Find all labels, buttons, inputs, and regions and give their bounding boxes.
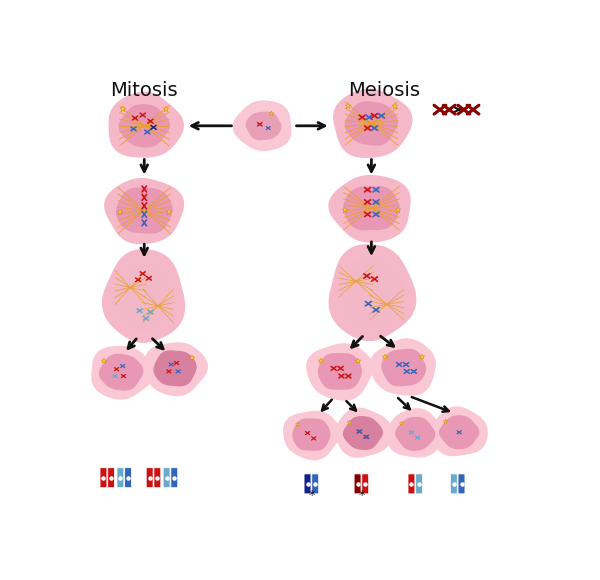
Polygon shape: [109, 92, 183, 157]
FancyBboxPatch shape: [408, 474, 415, 494]
FancyBboxPatch shape: [312, 474, 319, 494]
FancyBboxPatch shape: [107, 467, 115, 488]
Polygon shape: [337, 257, 406, 329]
Text: Meiosis: Meiosis: [349, 81, 421, 100]
FancyBboxPatch shape: [362, 474, 369, 494]
Polygon shape: [344, 417, 382, 450]
Polygon shape: [116, 188, 172, 233]
Polygon shape: [319, 354, 361, 389]
Polygon shape: [92, 347, 154, 399]
Text: Mitosis: Mitosis: [110, 81, 178, 100]
Polygon shape: [293, 419, 329, 450]
FancyBboxPatch shape: [416, 474, 422, 494]
Polygon shape: [388, 409, 444, 457]
Text: *: *: [359, 490, 365, 502]
Polygon shape: [119, 105, 169, 147]
FancyBboxPatch shape: [304, 474, 311, 494]
FancyBboxPatch shape: [154, 467, 161, 488]
Polygon shape: [247, 112, 281, 140]
FancyBboxPatch shape: [125, 467, 131, 488]
FancyBboxPatch shape: [451, 474, 457, 494]
Polygon shape: [335, 408, 391, 457]
Polygon shape: [233, 101, 290, 150]
Polygon shape: [284, 411, 340, 459]
Polygon shape: [382, 350, 425, 386]
Polygon shape: [114, 263, 175, 331]
FancyBboxPatch shape: [100, 467, 107, 488]
Polygon shape: [440, 416, 479, 448]
Polygon shape: [100, 354, 143, 390]
FancyBboxPatch shape: [458, 474, 465, 494]
Polygon shape: [329, 245, 416, 340]
FancyBboxPatch shape: [146, 467, 153, 488]
Polygon shape: [345, 102, 398, 145]
Polygon shape: [105, 179, 184, 244]
Polygon shape: [344, 187, 399, 230]
Polygon shape: [396, 418, 434, 450]
FancyBboxPatch shape: [354, 474, 361, 494]
Polygon shape: [307, 344, 373, 400]
FancyBboxPatch shape: [171, 467, 178, 488]
Polygon shape: [154, 351, 196, 386]
Polygon shape: [370, 339, 435, 395]
Polygon shape: [103, 250, 184, 342]
Text: *: *: [309, 490, 315, 502]
Polygon shape: [145, 343, 207, 396]
Polygon shape: [334, 89, 412, 157]
FancyBboxPatch shape: [117, 467, 124, 488]
Polygon shape: [329, 176, 410, 242]
FancyBboxPatch shape: [163, 467, 170, 488]
Polygon shape: [431, 407, 487, 455]
